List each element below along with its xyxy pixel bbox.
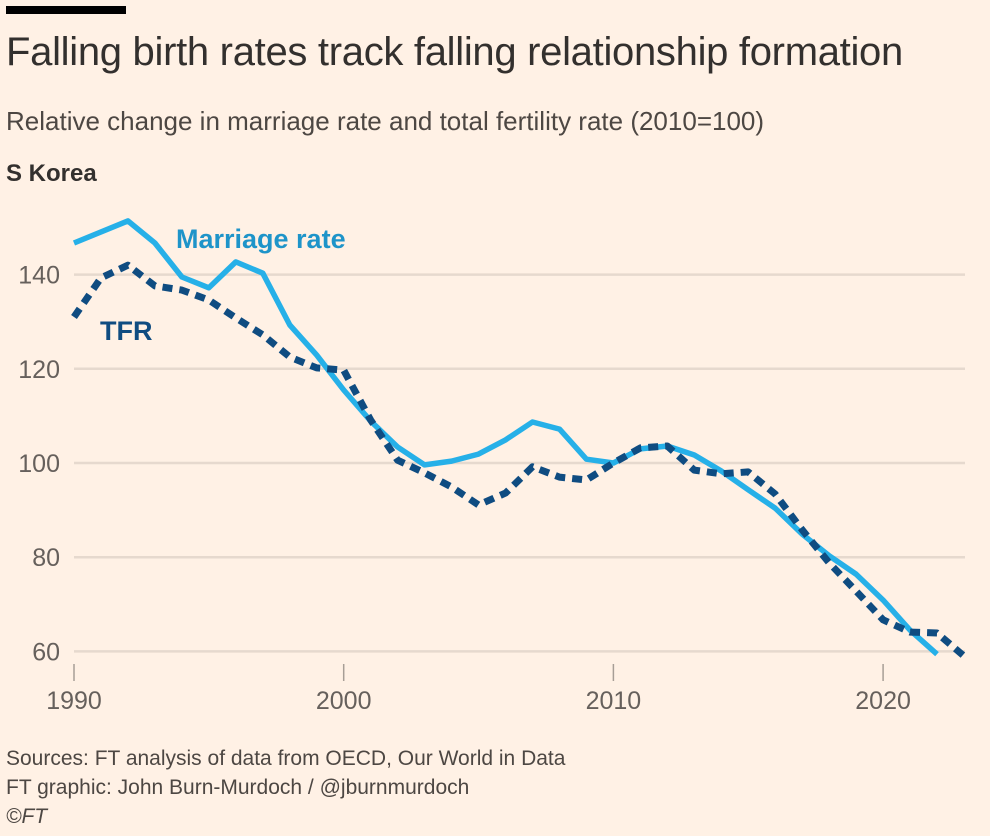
series-line-tfr bbox=[71, 261, 967, 659]
y-tick-label: 100 bbox=[18, 450, 60, 478]
y-tick-label: 80 bbox=[32, 544, 60, 572]
x-tick-label: 2020 bbox=[855, 687, 911, 715]
gridlines bbox=[74, 273, 965, 653]
credit-note: FT graphic: John Burn-Murdoch / @jburnmu… bbox=[6, 776, 470, 799]
series-line-marriage-rate bbox=[72, 218, 939, 657]
x-tick-label: 2010 bbox=[586, 687, 642, 715]
chart-footer: Sources: FT analysis of data from OECD, … bbox=[6, 744, 565, 831]
x-axis: 1990 2000 2010 2020 bbox=[46, 664, 911, 715]
y-tick-label: 120 bbox=[18, 356, 60, 384]
panel-label: S Korea bbox=[6, 160, 97, 187]
y-tick-label: 140 bbox=[18, 262, 60, 290]
chart-title: Falling birth rates track falling relati… bbox=[6, 30, 903, 74]
chart-subtitle: Relative change in marriage rate and tot… bbox=[6, 106, 765, 136]
series-label-tfr: TFR bbox=[100, 316, 152, 346]
y-tick-label: 60 bbox=[32, 638, 60, 666]
x-tick-label: 2000 bbox=[316, 687, 372, 715]
sources-note: Sources: FT analysis of data from OECD, … bbox=[6, 747, 566, 770]
x-tick-label: 1990 bbox=[46, 687, 102, 715]
series-labels: Marriage rate TFR bbox=[100, 224, 346, 346]
series-label-marriage-rate: Marriage rate bbox=[176, 224, 346, 254]
ft-top-bar bbox=[6, 6, 126, 14]
series-lines bbox=[71, 218, 967, 659]
copyright-note: ©FT bbox=[6, 805, 48, 828]
y-axis: 60 80 100 120 140 bbox=[18, 262, 60, 667]
